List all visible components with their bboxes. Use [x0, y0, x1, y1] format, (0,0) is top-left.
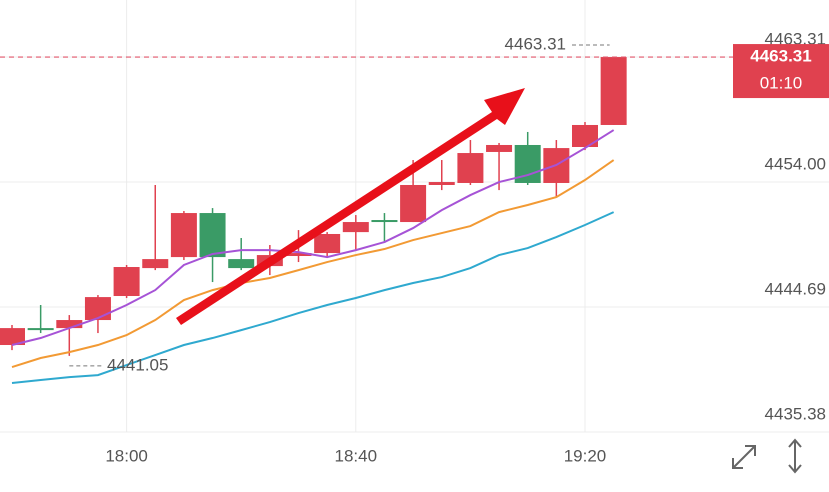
x-tick-label: 18:00	[105, 446, 148, 465]
candle-body	[142, 259, 169, 269]
candle-body	[600, 57, 627, 125]
x-tick-label: 18:40	[335, 446, 378, 465]
ma-line	[11, 129, 615, 346]
candle-body	[113, 267, 140, 297]
max-marker-label: 4463.31	[505, 35, 566, 54]
y-tick-label: 4435.38	[765, 404, 826, 423]
candle-body	[400, 184, 427, 223]
countdown: 01:10	[760, 74, 803, 93]
candle-body	[371, 220, 398, 223]
candle-body	[228, 259, 255, 269]
ma-line	[11, 159, 615, 368]
trend-arrow	[176, 88, 525, 325]
candle-body	[457, 153, 484, 183]
candle-body	[0, 328, 25, 346]
y-tick-label: 4454.00	[765, 155, 826, 174]
y-tick-label: 4463.31	[765, 30, 826, 49]
candle-body	[428, 182, 455, 185]
candle-body	[285, 253, 312, 257]
candle-body	[314, 233, 341, 254]
x-tick-label: 19:20	[564, 446, 607, 465]
price-tag	[733, 44, 829, 99]
candle-body	[572, 124, 598, 147]
candle-body	[27, 328, 54, 331]
expand-icon[interactable]	[732, 445, 756, 469]
price-tag-value: 4463.31	[750, 47, 811, 66]
candle-body	[486, 144, 513, 152]
candle-body	[170, 213, 197, 258]
y-tick-label: 4444.69	[765, 280, 826, 299]
candle-body	[342, 222, 369, 233]
candle-body	[199, 213, 226, 258]
ma-line	[11, 211, 615, 384]
min-marker-label: 4441.05	[107, 355, 168, 374]
candle-body	[84, 297, 111, 321]
candle-body	[56, 320, 83, 329]
scale-icon[interactable]	[788, 438, 802, 474]
